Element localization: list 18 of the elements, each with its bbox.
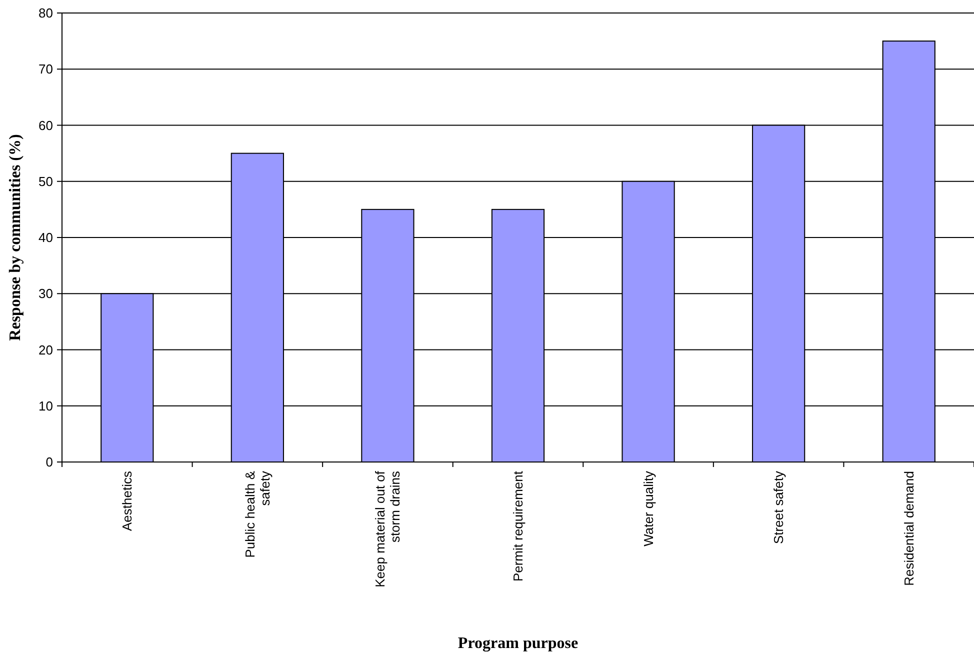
x-tick-label: Keep material out of storm drains: [372, 470, 403, 588]
y-tick-label: 30: [38, 286, 53, 302]
x-tick-label: Water quality: [640, 470, 656, 546]
y-tick-label: 0: [46, 454, 53, 470]
x-tick-label: Street safety: [771, 470, 786, 544]
y-tick-label: 50: [38, 174, 53, 189]
x-tick-label: Public health & safety: [242, 470, 272, 558]
x-axis-title: Program purpose: [458, 635, 578, 652]
y-tick-label: 80: [38, 6, 53, 21]
x-tick-label: Aesthetics: [120, 470, 135, 531]
y-tick-label: 20: [38, 342, 53, 358]
y-axis-title: Response by communities (%): [7, 134, 24, 341]
y-tick-label: 40: [38, 230, 53, 246]
y-tick-label: 60: [38, 118, 53, 133]
x-tick-label: Permit requirement: [510, 470, 526, 582]
y-tick-label: 10: [38, 398, 53, 414]
x-tick-label: Residential demand: [901, 471, 916, 586]
y-tick-label: 70: [38, 62, 53, 77]
